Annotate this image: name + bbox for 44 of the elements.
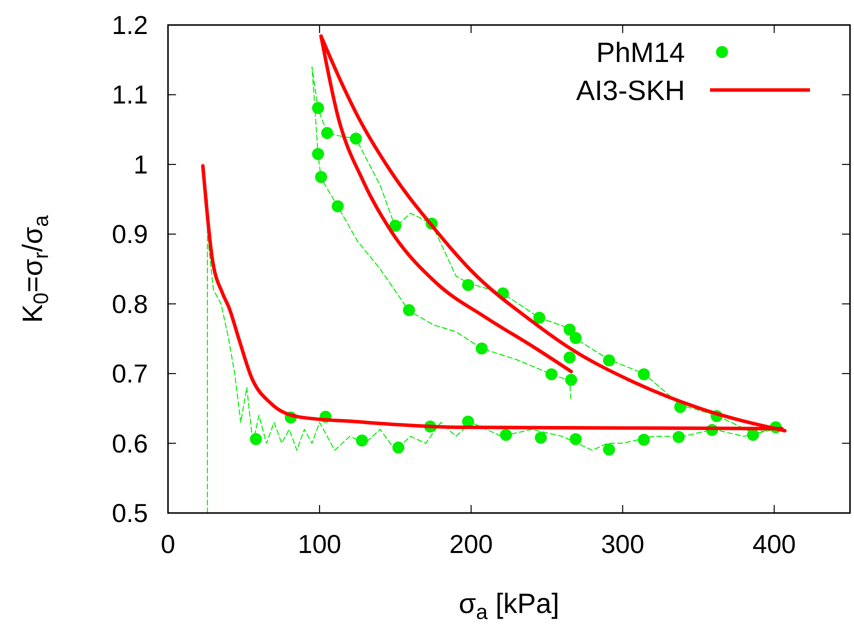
point <box>603 354 616 366</box>
point <box>321 127 334 140</box>
point <box>392 441 404 454</box>
point <box>672 431 685 444</box>
point <box>462 279 474 292</box>
point <box>476 342 488 354</box>
point <box>570 332 582 344</box>
point <box>312 148 324 160</box>
x-tick-label: 400 <box>752 529 796 559</box>
point <box>250 433 262 446</box>
legend-label: AI3-SKH <box>576 75 685 106</box>
point <box>500 428 512 441</box>
point <box>564 352 576 364</box>
point <box>356 434 368 446</box>
legend-label: PhM14 <box>596 37 685 68</box>
x-tick-label: 200 <box>449 529 493 559</box>
y-tick-label: 0.9 <box>112 219 148 250</box>
point <box>312 102 324 114</box>
point <box>402 304 415 316</box>
y-tick-label: 0.8 <box>112 288 148 319</box>
point <box>534 432 547 444</box>
y-tick-label: 0.7 <box>112 358 148 389</box>
point <box>315 170 328 183</box>
point <box>564 324 576 336</box>
x-tick-label: 100 <box>298 529 342 559</box>
point <box>545 368 558 380</box>
point <box>603 444 616 456</box>
y-tick-label: 1.2 <box>112 10 148 40</box>
x-tick-label: 300 <box>600 529 644 559</box>
point <box>350 132 362 145</box>
y-tick-label: 1.1 <box>112 80 148 110</box>
point <box>638 368 650 380</box>
y-tick-label: 1 <box>134 149 148 180</box>
point <box>638 434 650 446</box>
x-axis-title: σ$_{a}$ [kPa] <box>458 588 560 624</box>
y-tick-label: 0.5 <box>112 498 148 528</box>
point <box>747 428 760 441</box>
point <box>570 433 582 446</box>
point <box>332 200 344 212</box>
x-tick-label: 0 <box>160 529 176 559</box>
point <box>533 312 546 324</box>
point <box>565 374 578 386</box>
y-tick-label: 0.6 <box>112 428 148 458</box>
point <box>389 220 402 232</box>
